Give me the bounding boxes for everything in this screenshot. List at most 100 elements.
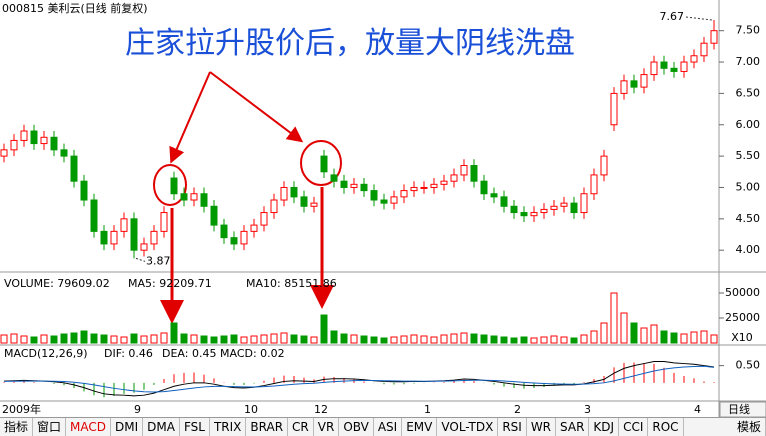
legend-entry: DEA: 0.45 <box>162 347 216 360</box>
candle-body <box>190 193 198 201</box>
candle-body <box>710 30 718 44</box>
volume-bar <box>570 337 578 344</box>
candle-body <box>650 61 658 76</box>
toolbar-tab[interactable]: CR <box>288 418 314 436</box>
candle-body <box>670 67 678 72</box>
y-tick-label: 5.50 <box>736 149 761 162</box>
volume-bar <box>680 333 688 344</box>
volume-bar <box>80 330 88 344</box>
candle-body <box>210 205 218 226</box>
volume-bar <box>40 334 48 344</box>
toolbar-tab[interactable]: DMI <box>111 418 144 436</box>
candle-body <box>580 193 588 214</box>
candle-body <box>260 212 268 226</box>
toolbar-tab[interactable]: FSL <box>180 418 210 436</box>
candle-body <box>290 186 298 198</box>
candle-body <box>630 80 638 88</box>
toolbar-tab[interactable]: KDJ <box>589 418 620 436</box>
toolbar-tab[interactable]: WR <box>527 418 557 436</box>
candle-body <box>440 180 448 185</box>
volume-bar <box>230 334 238 344</box>
volume-bar <box>130 333 138 344</box>
volume-bar <box>520 336 528 344</box>
volume-bar <box>10 333 18 344</box>
toolbar-tab[interactable]: BRAR <box>246 418 289 436</box>
toolbar-tab[interactable]: EMV <box>402 418 438 436</box>
candle-body <box>30 130 38 145</box>
candle-body <box>200 193 208 207</box>
toolbar-tab[interactable]: DMA <box>143 418 180 436</box>
candle-body <box>110 230 118 245</box>
candle-body <box>430 183 438 188</box>
candle-body <box>400 190 408 198</box>
volume-bar <box>620 312 628 344</box>
candle-body <box>570 202 578 214</box>
volume-bar <box>370 336 378 344</box>
volume-bar <box>450 333 458 344</box>
volume-bar <box>150 334 158 344</box>
candle-body <box>140 243 148 251</box>
toolbar-tab[interactable]: 指标 <box>0 418 34 436</box>
volume-bar <box>400 335 408 344</box>
candle-body <box>280 186 288 201</box>
x-tick-label: 2 <box>514 403 521 416</box>
toolbar-tab[interactable]: VOL-TDX <box>437 418 499 436</box>
toolbar-tab[interactable]: ASI <box>374 418 403 436</box>
volume-bar <box>610 292 618 344</box>
toolbar-tab[interactable]: VR <box>314 418 340 436</box>
toolbar: 指标 窗口 MACD DMI DMA FSL TRIX BRAR CR VR OBV ASI EMV VO… <box>0 417 766 436</box>
toolbar-tab[interactable]: SAR <box>556 418 590 436</box>
toolbar-tab[interactable]: RSI <box>498 418 527 436</box>
legend-entry: MACD: 0.02 <box>220 347 285 360</box>
volume-bar <box>510 337 518 344</box>
candle-body <box>90 199 98 232</box>
low-label: 3.87 <box>146 254 171 267</box>
candle-body <box>20 130 28 141</box>
candle-body <box>640 74 648 88</box>
macd-line <box>3 365 715 393</box>
y-tick-label: 4.00 <box>736 243 761 256</box>
x-tick-label: 9 <box>134 403 141 416</box>
candle-body <box>270 199 278 214</box>
period[interactable]: 日线 <box>728 402 750 416</box>
volume-bar <box>100 334 108 344</box>
volume-bar <box>170 322 178 344</box>
candle-body <box>160 212 168 232</box>
candle-body <box>40 136 48 145</box>
y-tick-label: 50000 <box>725 286 760 299</box>
candle-body <box>680 61 688 72</box>
y-tick-label: 0.50 <box>736 359 761 372</box>
candle-body <box>130 218 138 251</box>
volume-bar <box>200 335 208 344</box>
legend-entry: DIF: 0.46 <box>104 347 153 360</box>
y-tick-label: 25000 <box>725 311 760 324</box>
volume-bar <box>300 335 308 344</box>
volume-bar <box>410 334 418 344</box>
candle-body <box>380 199 388 204</box>
toolbar-tab[interactable]: CCI <box>619 418 649 436</box>
candle-body <box>170 177 178 195</box>
candle-body <box>690 55 698 63</box>
toolbar-tab[interactable]: OBV <box>339 418 374 436</box>
toolbar-tab[interactable]: TRIX <box>210 418 247 436</box>
legend-entry: MA10: 85151.86 <box>246 277 337 290</box>
panel-title: VOLUME: 79609.02 <box>4 277 110 290</box>
candle-body <box>180 193 188 201</box>
volume-bar <box>60 333 68 344</box>
high-label: 7.67 <box>660 10 685 23</box>
toolbar-tab[interactable]: 模板 <box>733 418 766 436</box>
volume-bar <box>280 332 288 344</box>
toolbar-tab[interactable]: 窗口 <box>33 418 67 436</box>
candle-body <box>250 224 258 232</box>
volume-bar <box>670 332 678 344</box>
candle-body <box>0 149 8 157</box>
candle-body <box>70 155 78 182</box>
candle-body <box>230 237 238 245</box>
toolbar-tab[interactable]: ROC <box>648 418 684 436</box>
candle-body <box>330 174 338 182</box>
toolbar-tab[interactable]: MACD <box>66 418 112 436</box>
volume-bar <box>160 332 168 344</box>
candle-body <box>520 212 528 217</box>
